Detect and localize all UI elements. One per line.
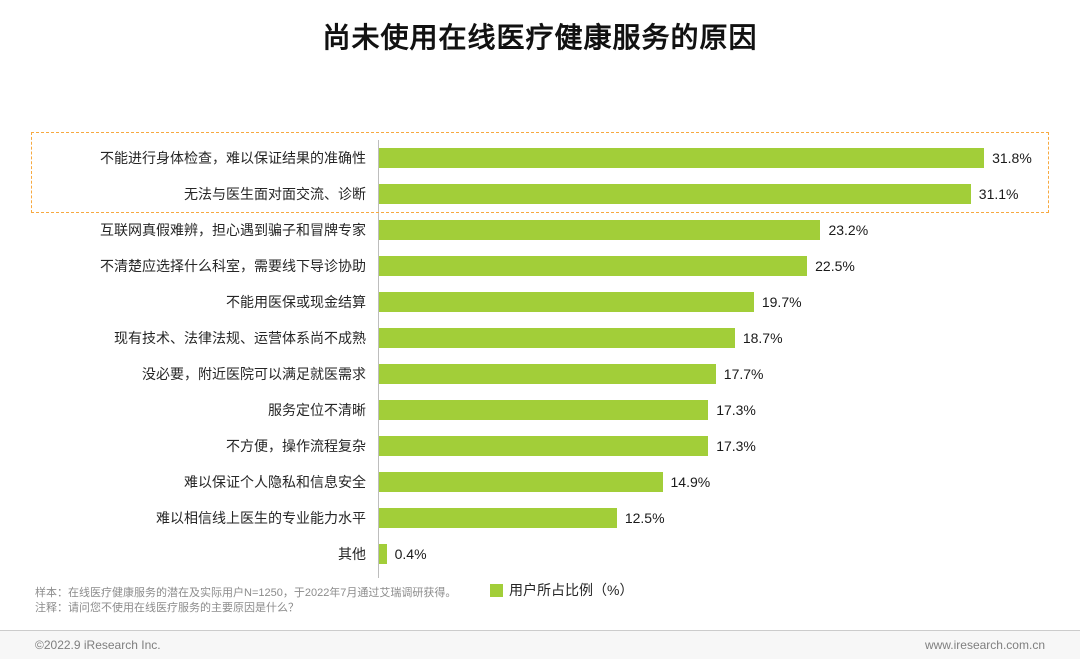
footer-website-link[interactable]: www.iresearch.com.cn [924, 638, 1045, 652]
bar-row: 服务定位不清晰 17.3% [35, 392, 1045, 428]
bar-track: 0.4% [378, 536, 1045, 572]
value-label: 14.9% [670, 474, 711, 490]
value-label: 31.8% [992, 150, 1032, 166]
category-label: 难以相信线上医生的专业能力水平 [156, 510, 366, 526]
bar [379, 256, 808, 276]
category-label: 难以保证个人隐私和信息安全 [184, 474, 366, 490]
bar [379, 436, 709, 456]
bar [379, 220, 821, 240]
value-label: 17.3% [716, 438, 756, 454]
value-label: 17.7% [723, 366, 764, 382]
bar-chart: 不能进行身体检查，难以保证结果的准确性 31.8% 无法与医生面对面交流、诊断 31.… [31, 132, 1049, 600]
bar [379, 400, 709, 420]
bar-track: 14.9% [378, 464, 1045, 500]
bar-row: 难以保证个人隐私和信息安全 14.9% [35, 464, 1045, 500]
bar [379, 364, 716, 384]
bar [379, 292, 754, 312]
axis-line-tail [378, 572, 1045, 578]
bar-row: 其他 0.4% [35, 536, 1045, 572]
page-title: 尚未使用在线医疗健康服务的原因 [322, 22, 758, 53]
bar-track: 19.7% [378, 284, 1045, 320]
category-label: 没必要，附近医院可以满足就医需求 [142, 366, 366, 382]
bar-row: 没必要，附近医院可以满足就医需求 17.7% [35, 356, 1045, 392]
value-label: 19.7% [761, 294, 802, 310]
category-label: 无法与医生面对面交流、诊断 [184, 186, 366, 202]
chart-notes: 样本：在线医疗健康服务的潜在及实际用户N=1250，于2022年7月通过艾瑞调研… [35, 586, 456, 616]
legend-label: 用户所占比例（%） [509, 582, 634, 598]
value-label: 12.5% [624, 510, 665, 526]
bar-track: 31.8% [378, 140, 1045, 176]
bar-row: 不清楚应选择什么科室，需要线下导诊协助 22.5% [35, 248, 1045, 284]
chart-legend: 用户所占比例（%） [490, 580, 1045, 600]
footer-copyright: ©2022.9 iResearch Inc. [35, 638, 161, 652]
value-label: 22.5% [815, 258, 855, 274]
category-label: 不能进行身体检查，难以保证结果的准确性 [100, 150, 366, 166]
bar [379, 508, 617, 528]
bar-track: 17.3% [378, 428, 1045, 464]
category-label: 不能用医保或现金结算 [226, 294, 366, 310]
bar-track: 22.5% [378, 248, 1045, 284]
bar-track: 18.7% [378, 320, 1045, 356]
value-label: 18.7% [742, 330, 783, 346]
category-label: 其他 [338, 546, 366, 562]
value-label: 23.2% [828, 222, 869, 238]
bar-row: 不能进行身体检查，难以保证结果的准确性 31.8% [35, 140, 1045, 176]
bar [379, 544, 387, 564]
bar [379, 328, 735, 348]
value-label: 0.4% [394, 546, 427, 562]
bar-track: 17.3% [378, 392, 1045, 428]
bar-row: 不方便，操作流程复杂 17.3% [35, 428, 1045, 464]
bar [379, 148, 985, 168]
bar-track: 17.7% [378, 356, 1045, 392]
legend-swatch-icon [490, 583, 503, 597]
category-label: 互联网真假难辨，担心遇到骗子和冒牌专家 [100, 222, 366, 238]
bar-row: 不能用医保或现金结算 19.7% [35, 284, 1045, 320]
bar-rows: 不能进行身体检查，难以保证结果的准确性 31.8% 无法与医生面对面交流、诊断 31.… [31, 132, 1049, 572]
category-label: 不方便，操作流程复杂 [226, 438, 366, 454]
bar-track: 12.5% [378, 500, 1045, 536]
value-label: 31.1% [978, 186, 1019, 202]
value-label: 17.3% [716, 402, 756, 418]
bar-row: 无法与医生面对面交流、诊断 31.1% [35, 176, 1045, 212]
note-annotation: 注释：请问您不使用在线医疗服务的主要原因是什么？ [35, 602, 299, 614]
category-label: 服务定位不清晰 [268, 402, 366, 418]
bar-row: 现有技术、法律法规、运营体系尚不成熟 18.7% [35, 320, 1045, 356]
note-sample: 样本：在线医疗健康服务的潜在及实际用户N=1250，于2022年7月通过艾瑞调研… [35, 587, 457, 599]
bar [379, 472, 663, 492]
bar-row: 难以相信线上医生的专业能力水平 12.5% [35, 500, 1045, 536]
category-label: 现有技术、法律法规、运营体系尚不成熟 [114, 330, 366, 346]
bar [379, 184, 971, 204]
bar-row: 互联网真假难辨，担心遇到骗子和冒牌专家 23.2% [35, 212, 1045, 248]
footer-bar: ©2022.9 iResearch Inc. www.iresearch.com… [0, 630, 1080, 659]
bar-track: 31.1% [378, 176, 1045, 212]
bar-track: 23.2% [378, 212, 1045, 248]
category-label: 不清楚应选择什么科室，需要线下导诊协助 [100, 258, 366, 274]
